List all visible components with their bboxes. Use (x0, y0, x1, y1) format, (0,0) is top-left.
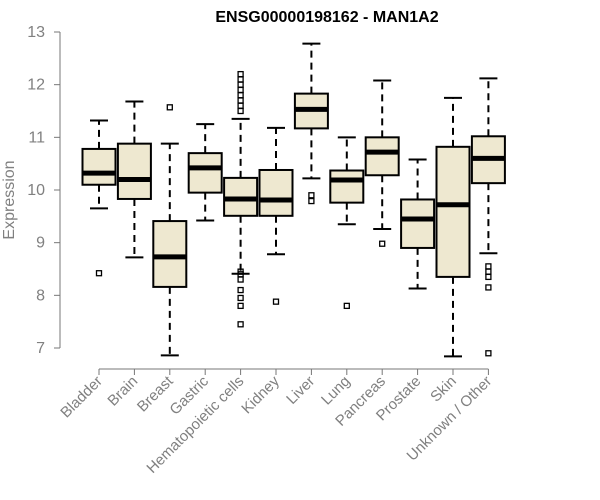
outlier-point (485, 268, 492, 275)
y-tick-label: 8 (36, 287, 45, 304)
outlier-point (237, 276, 244, 283)
box-liver (293, 42, 329, 205)
chart-title: ENSG00000198162 - MAN1A2 (215, 9, 438, 26)
iqr-box (81, 147, 117, 186)
outlier-point (237, 302, 244, 310)
outlier-point (379, 240, 386, 247)
y-tick-label: 12 (27, 77, 45, 94)
box-hematopoietic-cells (223, 70, 259, 328)
outlier-point (237, 92, 244, 99)
y-tick-label: 13 (27, 24, 45, 41)
x-tick-label: Liver (283, 373, 318, 408)
outlier-point (237, 107, 244, 115)
iqr-box (187, 152, 223, 194)
outlier-point (237, 97, 244, 104)
outlier-point (237, 70, 244, 78)
iqr-box (258, 168, 294, 217)
outlier-point (485, 263, 492, 270)
outlier-point (95, 270, 103, 277)
box-breast (152, 104, 188, 357)
outlier-point (166, 104, 173, 111)
outlier-point (237, 102, 244, 109)
box-brain (116, 100, 152, 259)
outlier-point (237, 286, 244, 294)
iqr-box (116, 142, 152, 200)
outlier-point (237, 321, 244, 328)
outlier-point (308, 197, 315, 205)
box-gastric (187, 123, 223, 222)
x-tick-label: Kidney (238, 372, 283, 417)
outlier-point (237, 86, 244, 94)
outlier-point (272, 298, 280, 305)
axes: 7 8 9 10 11 12 13 (27, 24, 489, 370)
iqr-box (329, 169, 365, 204)
y-tick-label: 9 (36, 235, 45, 252)
iqr-box (400, 198, 436, 249)
y-tick-label: 7 (36, 340, 45, 357)
outlier-point (343, 302, 350, 310)
box-pancreas (364, 79, 400, 247)
outlier-point (237, 76, 244, 83)
outlier-point (485, 350, 492, 357)
outlier-point (485, 273, 492, 281)
box-kidney (258, 126, 294, 305)
x-tick-label: Bladder (57, 373, 106, 422)
iqr-box (152, 220, 188, 288)
box-prostate (400, 158, 436, 290)
y-axis-label: Expression (1, 160, 18, 239)
box-unknown-other (470, 77, 506, 357)
box-skin (435, 96, 471, 358)
boxes-group (81, 42, 506, 358)
y-tick-label: 10 (27, 182, 45, 199)
y-tick-label: 11 (28, 129, 45, 146)
box-lung (329, 136, 365, 310)
outlier-point (308, 192, 315, 199)
outlier-point (237, 268, 244, 275)
iqr-box (364, 136, 400, 177)
outlier-point (237, 81, 244, 88)
outlier-point (237, 294, 244, 302)
iqr-box (435, 145, 471, 278)
outlier-point (485, 284, 492, 291)
box-bladder (81, 119, 117, 277)
